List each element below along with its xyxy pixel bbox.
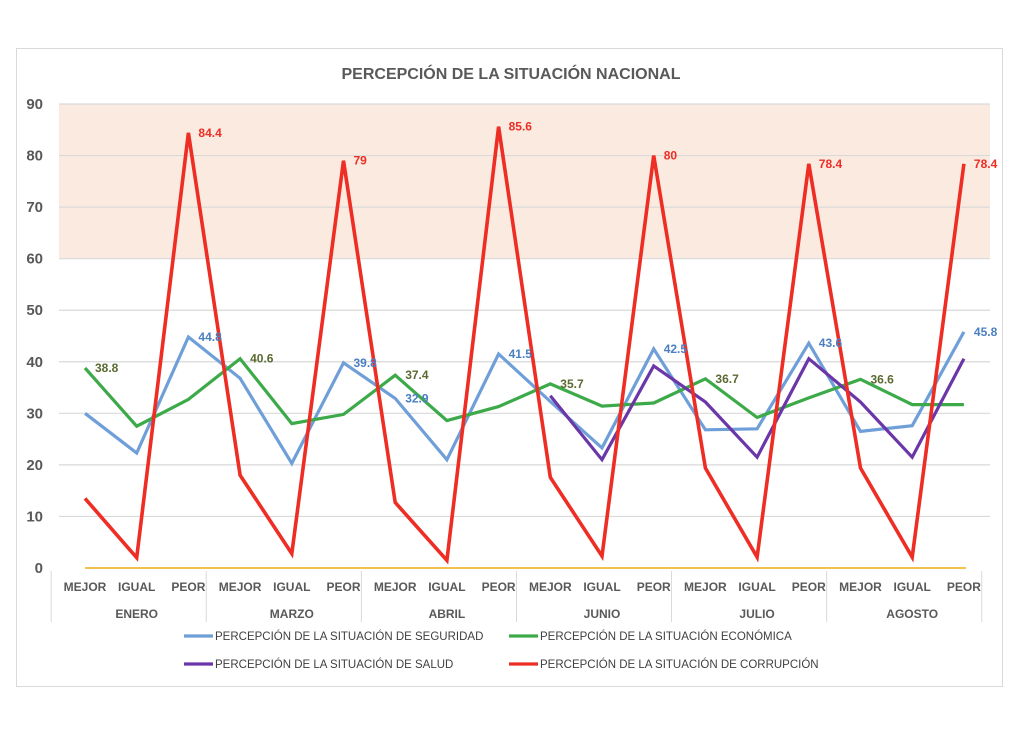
- y-tick-label: 30: [26, 405, 43, 422]
- series-line-economica: [83, 356, 964, 429]
- x-tick-label: PEOR: [326, 580, 360, 594]
- y-tick-label: 20: [26, 457, 43, 474]
- data-label: 85.6: [509, 120, 533, 134]
- x-tick-label: IGUAL: [273, 580, 310, 594]
- legend-label: PERCEPCIÓN DE LA SITUACIÓN DE CORRUPCIÓN: [540, 658, 819, 671]
- data-label: 42.5: [664, 342, 688, 356]
- data-label: 44.8: [198, 330, 222, 344]
- x-group-label: ENERO: [115, 607, 158, 621]
- legend-label: PERCEPCIÓN DE LA SITUACIÓN DE SALUD: [215, 658, 453, 671]
- data-label: 37.4: [405, 368, 429, 382]
- y-tick-label: 90: [26, 96, 43, 113]
- legend-label: PERCEPCIÓN DE LA SITUACIÓN ECONÓMICA: [540, 630, 792, 643]
- x-group-label: AGOSTO: [886, 607, 938, 621]
- data-label: 39.8: [354, 356, 378, 370]
- legend-label: PERCEPCIÓN DE LA SITUACIÓN DE SEGURIDAD: [215, 630, 483, 643]
- series-line-seguridad: [84, 331, 966, 467]
- data-label: 45.8: [974, 325, 998, 339]
- x-tick-label: PEOR: [171, 580, 205, 594]
- line-chart: PERCEPCIÓN DE LA SITUACIÓN NACIONAL 0 10 2…: [26, 64, 998, 671]
- data-label: 80: [664, 149, 678, 163]
- x-tick-label: MEJOR: [374, 580, 417, 594]
- x-group-label: JUNIO: [584, 607, 621, 621]
- data-label: 32.9: [405, 391, 429, 405]
- x-tick-label: MEJOR: [64, 580, 107, 594]
- x-tick-label: IGUAL: [738, 580, 775, 594]
- x-group-label: JULIO: [739, 607, 774, 621]
- y-tick-label: 60: [26, 251, 43, 268]
- y-tick-label: 80: [26, 148, 43, 165]
- series-line-corrupcion: [83, 126, 966, 565]
- data-label: 84.4: [198, 126, 222, 140]
- y-tick-label: 50: [26, 302, 43, 319]
- y-tick-label: 40: [26, 354, 43, 371]
- x-tick-label: MEJOR: [839, 580, 882, 594]
- x-tick-label: IGUAL: [583, 580, 620, 594]
- data-label: 43.6: [819, 336, 843, 350]
- x-tick-label: MEJOR: [529, 580, 572, 594]
- data-label: 40.6: [250, 352, 274, 366]
- x-tick-label: IGUAL: [428, 580, 465, 594]
- data-label: 79: [354, 154, 368, 168]
- y-tick-label: 0: [35, 560, 43, 577]
- x-tick-label: PEOR: [792, 580, 826, 594]
- y-tick-label: 10: [26, 508, 43, 525]
- x-tick-label: PEOR: [637, 580, 671, 594]
- data-label: 41.5: [509, 347, 533, 361]
- x-group-label: MARZO: [270, 607, 314, 621]
- x-tick-label: PEOR: [482, 580, 516, 594]
- chart-frame: PERCEPCIÓN DE LA SITUACIÓN NACIONAL 0 10 2…: [16, 48, 1003, 687]
- x-tick-label: PEOR: [947, 580, 981, 594]
- data-label: 35.7: [560, 377, 584, 391]
- chart-title: PERCEPCIÓN DE LA SITUACIÓN NACIONAL: [342, 64, 681, 83]
- data-label: 38.8: [95, 361, 119, 375]
- data-label: 36.7: [715, 372, 739, 386]
- shaded-band: [59, 104, 990, 259]
- data-label: 36.6: [871, 372, 895, 386]
- y-tick-label: 70: [26, 199, 43, 216]
- series-line-salud: [549, 356, 966, 463]
- x-tick-label: IGUAL: [894, 580, 931, 594]
- x-tick-label: IGUAL: [118, 580, 155, 594]
- data-label: 78.4: [819, 157, 843, 171]
- data-label: 78.4: [974, 157, 998, 171]
- x-group-label: ABRIL: [429, 607, 466, 621]
- x-tick-label: MEJOR: [684, 580, 727, 594]
- x-tick-label: MEJOR: [219, 580, 262, 594]
